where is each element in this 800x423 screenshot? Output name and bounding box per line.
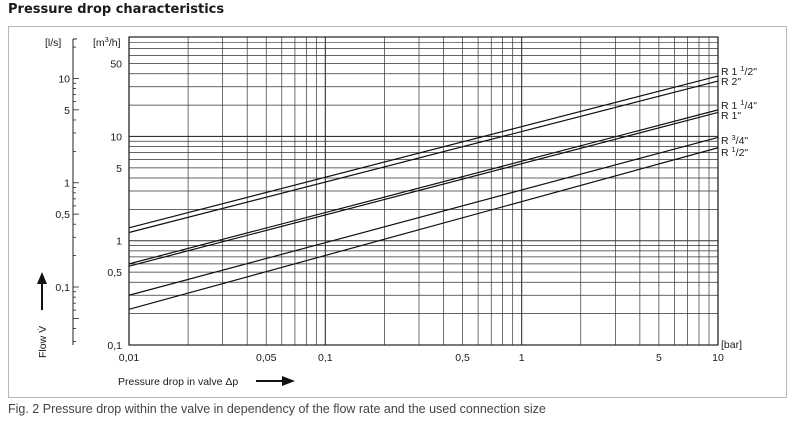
y-tick-label-m3h: 50 <box>110 59 122 71</box>
y-tick-label-ls: 0,5 <box>55 209 70 221</box>
y-unit-label-m3h: [m3/h] <box>93 35 121 49</box>
series-label-0: R 1 1/2" <box>721 64 757 78</box>
y-tick-label-ls: 0,1 <box>55 282 70 294</box>
x-tick-label: 0,1 <box>318 352 333 364</box>
x-tick-label: 0,05 <box>256 352 277 364</box>
series-line-3 <box>128 111 719 267</box>
x-unit-label: [bar] <box>721 339 742 351</box>
series-line-4 <box>128 136 719 296</box>
y-tick-label-m3h: 10 <box>110 131 122 143</box>
chart-series <box>128 75 719 310</box>
plot-border <box>128 36 719 346</box>
chart-axes <box>37 36 719 386</box>
y-tick-label-ls: 1 <box>64 178 70 190</box>
series-line-2 <box>128 109 719 265</box>
x-tick-label: 5 <box>656 352 662 364</box>
y-axis-arrow-head <box>37 272 47 284</box>
y-axis-title: Flow V̇ <box>36 326 49 358</box>
y-tick-label-m3h: 5 <box>116 163 122 175</box>
chart-frame <box>8 26 787 398</box>
x-tick-label: 1 <box>519 352 525 364</box>
y-tick-label-ls: 10 <box>58 73 70 85</box>
series-label-1: R 2" <box>721 76 741 88</box>
series-line-0 <box>128 75 719 229</box>
chart-grid <box>128 36 719 346</box>
y-tick-label-m3h: 1 <box>116 236 122 248</box>
figure-caption: Fig. 2 Pressure drop within the valve in… <box>8 402 546 416</box>
page-title: Pressure drop characteristics <box>8 2 225 17</box>
x-tick-label: 0,01 <box>119 352 140 364</box>
x-axis-arrow-head <box>282 376 295 386</box>
series-line-1 <box>128 80 719 234</box>
y-unit-label-ls: [l/s] <box>45 37 61 49</box>
y-tick-label-ls: 5 <box>64 105 70 117</box>
series-label-2: R 1 1/4" <box>721 98 757 112</box>
series-label-4: R 3/4" <box>721 133 748 147</box>
series-line-5 <box>128 147 719 310</box>
x-tick-label: 10 <box>712 352 724 364</box>
y-tick-label-m3h: 0,1 <box>107 340 122 352</box>
x-axis-title: Pressure drop in valve Δp <box>118 376 238 388</box>
y-tick-label-m3h: 0,5 <box>107 267 122 279</box>
series-label-5: R 1/2" <box>721 145 748 159</box>
series-label-3: R 1" <box>721 110 741 122</box>
x-tick-label: 0,5 <box>455 352 470 364</box>
chart-labels: R 1 1/2"R 2" R 1 1/4"R 1" R 3/4"R 1/2" 0,01… <box>36 35 757 388</box>
